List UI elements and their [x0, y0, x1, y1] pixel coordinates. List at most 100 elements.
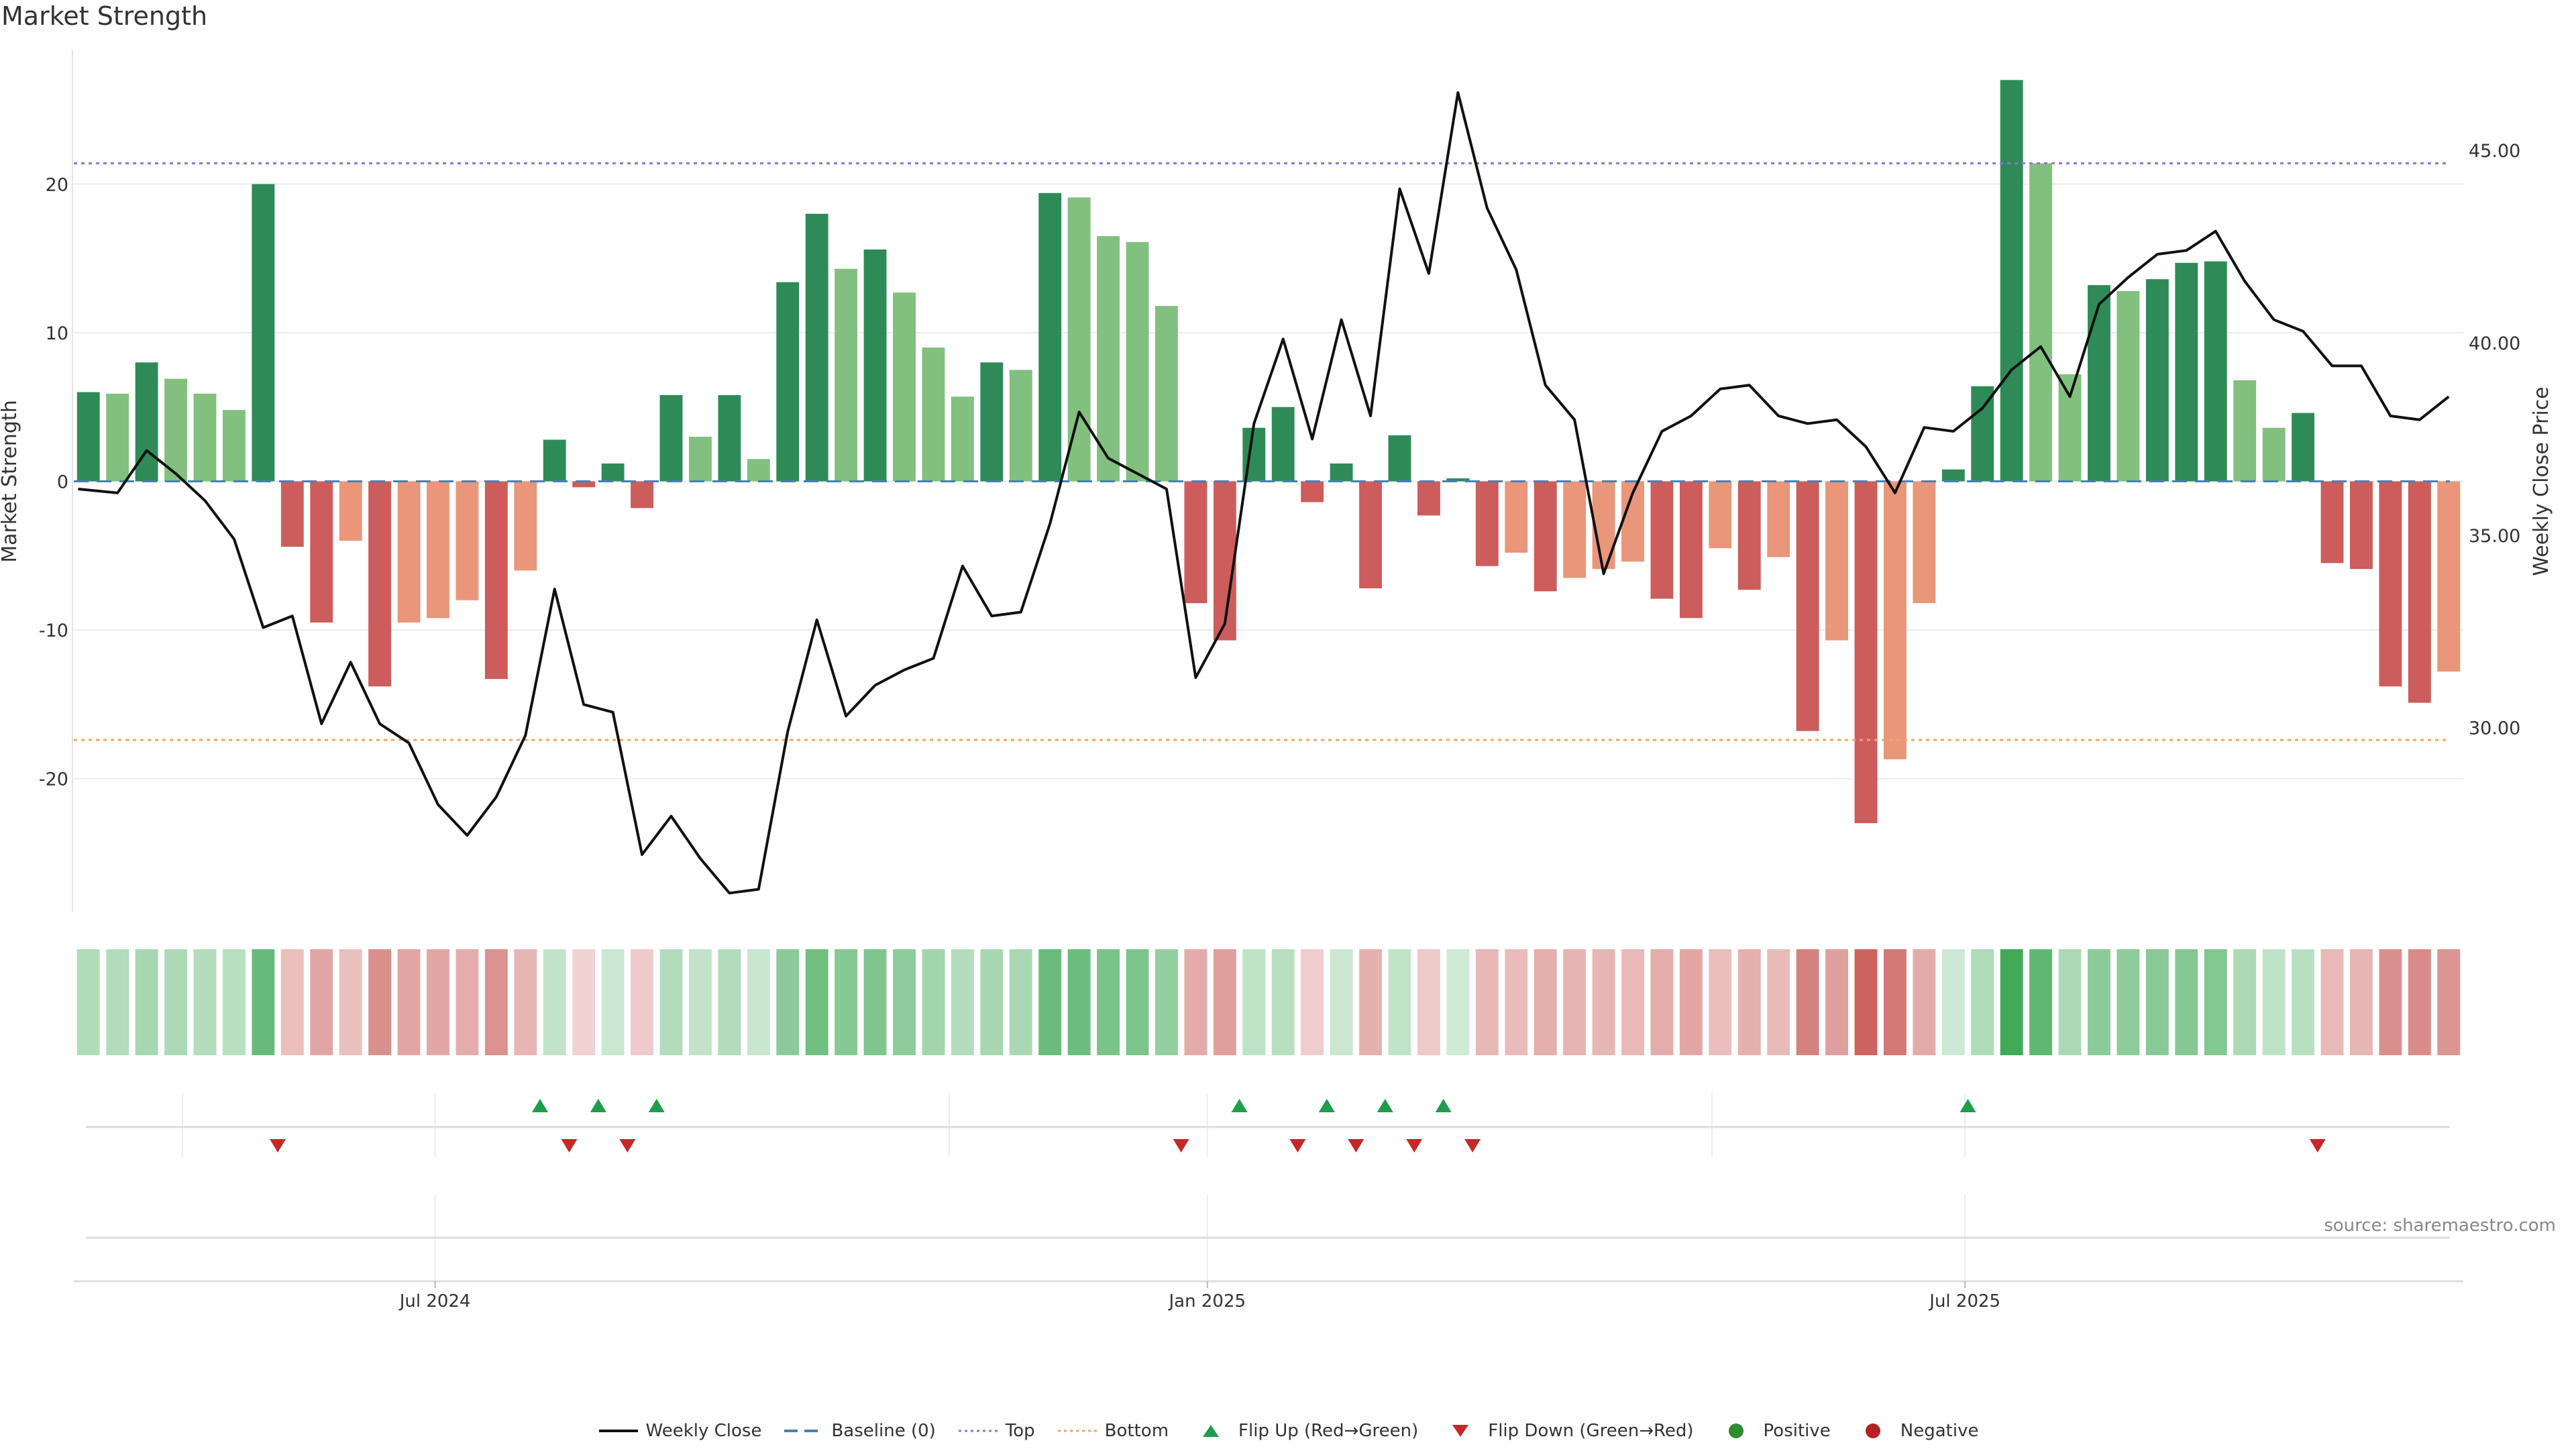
- heat-cell: [2320, 949, 2344, 1055]
- heat-cell: [368, 949, 392, 1055]
- strength-bar: [1271, 407, 1295, 482]
- left-tick-label: -10: [39, 621, 68, 641]
- heat-cell: [2262, 949, 2286, 1055]
- heat-cell: [1446, 949, 1470, 1055]
- heat-cell: [863, 949, 887, 1055]
- legend-item-bottom: Bottom: [1057, 1421, 1169, 1441]
- legend-label: Flip Up (Red→Green): [1238, 1421, 1419, 1441]
- strength-bar: [688, 437, 712, 482]
- strength-bar: [1883, 481, 1907, 759]
- heat-cell: [2292, 949, 2315, 1055]
- heat-cell: [1475, 949, 1499, 1055]
- flip-up-marker: [590, 1099, 606, 1112]
- flip-up-marker: [1231, 1099, 1248, 1112]
- legend-label: Positive: [1763, 1421, 1831, 1441]
- strength-bar: [572, 481, 596, 488]
- heat-cell: [543, 949, 566, 1055]
- legend-label: Top: [1005, 1421, 1035, 1441]
- heat-cell: [951, 949, 974, 1055]
- strength-bars: [76, 80, 2461, 824]
- heat-cell: [222, 949, 246, 1055]
- heat-cell: [631, 949, 654, 1055]
- heat-cell: [1097, 949, 1120, 1055]
- y-axis-title-right: Weekly Close Price: [2530, 386, 2553, 576]
- heat-cell: [484, 949, 508, 1055]
- heat-cell: [2233, 949, 2257, 1055]
- strength-bar: [1650, 481, 1674, 599]
- heat-cell: [310, 949, 333, 1055]
- legend-label: Negative: [1900, 1421, 1979, 1441]
- strength-bar: [1475, 481, 1499, 566]
- strength-bar: [2029, 163, 2053, 482]
- strength-bar: [484, 481, 508, 680]
- heat-cell: [1621, 949, 1644, 1055]
- heat-cell: [601, 949, 625, 1055]
- strength-bar: [2320, 481, 2344, 564]
- heat-cell: [2350, 949, 2373, 1055]
- strength-bar: [2437, 481, 2461, 672]
- right-tick-label: 45.00: [2469, 141, 2520, 162]
- heat-cell: [2029, 949, 2053, 1055]
- strength-bar: [2116, 290, 2140, 482]
- heat-cell: [776, 949, 800, 1055]
- heat-cell: [2204, 949, 2227, 1055]
- legend-item-flip-down: Flip Down (Green→Red): [1440, 1421, 1694, 1441]
- strength-bar: [106, 393, 129, 482]
- strength-bar: [776, 282, 800, 482]
- weekly-close-line: [78, 91, 2450, 895]
- left-tick-label: -20: [39, 769, 68, 790]
- heat-cell: [1913, 949, 1936, 1055]
- strength-bar: [2058, 374, 2082, 482]
- heat-cell: [2145, 949, 2169, 1055]
- y-axis-title-left: Market Strength: [0, 400, 21, 562]
- strength-bar: [1767, 481, 1790, 557]
- strength-bar: [1097, 235, 1120, 482]
- strength-bar: [455, 481, 479, 600]
- strength-bar: [2204, 261, 2227, 482]
- heat-cell: [2437, 949, 2461, 1055]
- heat-cell: [2088, 949, 2110, 1055]
- strength-bar: [1854, 481, 1878, 824]
- strength-bar: [397, 481, 421, 623]
- right-tick-label: 40.00: [2469, 333, 2520, 354]
- strength-bar: [2088, 285, 2110, 482]
- heat-cell: [1009, 949, 1032, 1055]
- heat-cell: [1650, 949, 1674, 1055]
- flip-down-marker: [619, 1139, 636, 1152]
- heat-cell: [455, 949, 479, 1055]
- heat-cell: [1359, 949, 1382, 1055]
- heat-cell: [106, 949, 129, 1055]
- strength-bar: [1796, 481, 1819, 731]
- legend-item-positive: Positive: [1715, 1421, 1831, 1441]
- legend-item-baseline: Baseline (0): [783, 1421, 936, 1441]
- heat-cell: [1126, 949, 1149, 1055]
- heat-cell: [1563, 949, 1587, 1055]
- strength-bar: [310, 481, 333, 623]
- heat-cell: [514, 949, 537, 1055]
- heat-cell: [1213, 949, 1236, 1055]
- axis-layer: 20 10 0 -10 -20 45.00 40.00 35.00 30.00 Market St…: [0, 50, 2553, 912]
- heat-cell: [76, 949, 100, 1055]
- flip-markers: [86, 1093, 2450, 1157]
- strength-bar: [1737, 481, 1761, 590]
- heat-cell: [688, 949, 712, 1055]
- x-tick-label: Jul 2025: [1928, 1291, 2000, 1311]
- heat-cell: [1971, 949, 1994, 1055]
- strength-bar: [1213, 481, 1236, 641]
- strength-bar: [427, 481, 449, 619]
- strength-bar: [252, 184, 275, 482]
- legend-item-flip-up: Flip Up (Red→Green): [1190, 1421, 1418, 1441]
- heat-cell: [1301, 949, 1324, 1055]
- flip-up-marker: [1435, 1099, 1452, 1112]
- strength-bar: [2408, 481, 2431, 703]
- strength-bar: [2000, 80, 2023, 482]
- legend-label: Baseline (0): [831, 1421, 936, 1441]
- heat-cell: [1883, 949, 1907, 1055]
- heat-cell: [1330, 949, 1353, 1055]
- strength-bar: [1301, 481, 1324, 502]
- heat-cell: [2058, 949, 2082, 1055]
- strength-bar: [1184, 481, 1208, 604]
- heat-cell: [1067, 949, 1091, 1055]
- legend-label: Bottom: [1104, 1421, 1169, 1441]
- time-axis: Jul 2024 Jan 2025 Jul 2025: [74, 1194, 2463, 1311]
